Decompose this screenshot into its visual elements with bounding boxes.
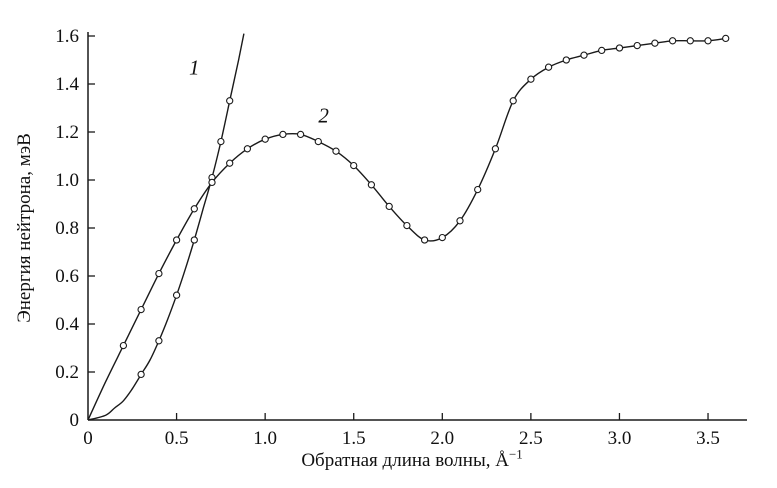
series-2-marker [668,37,677,45]
series-1-marker [217,137,225,146]
x-tick-label: 1.5 [342,428,366,449]
x-tick-label: 3.0 [608,428,632,449]
y-tick-label: 0 [70,410,80,431]
series-1-marker [190,236,198,244]
series-2-marker [403,221,411,230]
y-tick-label: 0.4 [55,314,79,335]
y-tick-label: 1.6 [55,26,79,47]
series-2-marker [527,75,535,83]
series-2-marker [633,41,641,50]
series-2-marker [226,159,234,167]
x-tick-label: 2.5 [519,428,543,449]
series-2-marker [332,147,340,155]
x-tick-label: 0 [83,428,93,449]
series-2-marker [385,202,393,211]
series-2-marker [438,233,446,242]
x-tick-label: 2.0 [430,428,454,449]
series-2-marker [544,63,553,71]
y-axis-label: Энергия нейтрона, мэВ [14,133,36,323]
series-2-marker [243,145,252,153]
x-tick-label: 0.5 [165,428,189,449]
y-tick-label: 0.6 [55,266,79,287]
series-2-marker [686,37,694,45]
series-2-marker [420,236,429,244]
y-tick-label: 1.0 [55,170,79,191]
series-2-marker [137,305,145,314]
series-1-line [87,33,245,421]
series-2-marker [598,46,606,55]
y-tick-label: 1.2 [55,122,79,143]
series-1-marker [172,291,181,299]
series-2-marker [491,145,500,153]
x-axis-label-text: Обратная длина волны, Å [301,450,509,471]
series-2-marker [562,56,570,64]
series-2-marker [474,185,482,194]
series-2-marker [509,97,517,105]
x-axis-label-superscript: −1 [508,446,523,462]
series-2-marker [367,181,376,189]
series-2-marker [296,130,305,139]
series-1-marker [226,97,234,105]
series-2-marker [722,34,730,43]
series-2-marker [615,44,624,52]
series-1-marker [137,370,145,379]
series-2-marker [580,51,588,59]
series-2-marker [350,161,358,170]
series-2-marker [190,205,198,213]
y-tick-label: 1.4 [55,74,79,95]
x-tick-label: 1.0 [253,428,277,449]
series-2-marker [651,39,659,47]
series-2-marker [279,130,287,139]
x-axis-label: Обратная длина волны, Å−1 [301,446,523,472]
y-tick-label: 0.8 [55,218,79,239]
series-2-marker [314,137,322,146]
y-tick-label: 0.2 [55,362,79,383]
series-2-marker [456,217,464,225]
y-axis-label-text: Энергия нейтрона, мэВ [14,133,35,323]
series-2-marker [261,135,269,143]
series-2-marker [208,178,216,187]
series-2-marker [704,37,712,45]
series-1-marker [155,337,163,345]
x-tick-label: 3.5 [696,428,720,449]
series-2-marker [172,236,181,244]
series-2-marker [119,341,128,350]
curve-label-1: 1 [189,55,200,79]
curve-label-2: 2 [318,103,329,127]
series-2-marker [155,269,163,278]
